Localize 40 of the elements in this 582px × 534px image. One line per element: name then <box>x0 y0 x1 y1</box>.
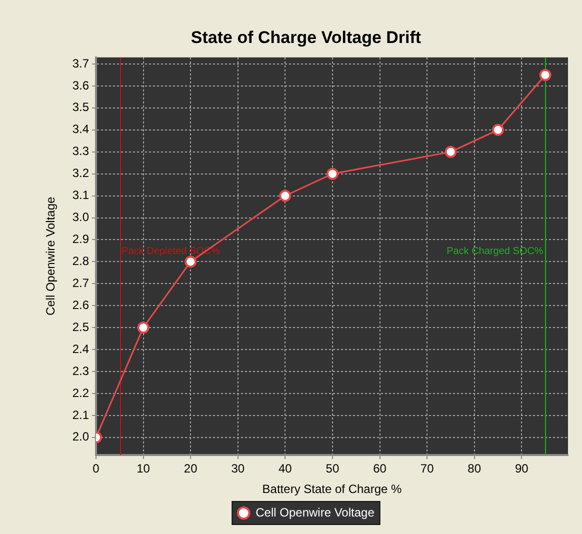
x-tick-label: 0 <box>92 462 100 476</box>
point <box>444 146 457 158</box>
y-tick-label: 2.5 <box>72 320 90 334</box>
y-tick-label: 2.3 <box>72 364 90 378</box>
point <box>539 68 552 81</box>
y-tick-label: 2.0 <box>72 430 90 444</box>
x-tick-label: 10 <box>136 462 150 476</box>
y-tick-label: 2.4 <box>72 342 90 356</box>
y-tick-label: 3.1 <box>72 188 90 202</box>
point <box>279 190 292 202</box>
point <box>326 168 338 180</box>
x-tick-label: 70 <box>420 462 434 476</box>
x-tick-label: 60 <box>373 462 387 476</box>
y-tick-label: 2.7 <box>72 276 90 290</box>
x-tick-label: 90 <box>514 462 529 476</box>
y-tick-label: 2.6 <box>72 298 90 312</box>
y-tick-label: 2.1 <box>72 408 90 422</box>
chart-title: State of Charge Voltage Drift <box>190 28 422 47</box>
x-tick-label: 50 <box>326 462 340 476</box>
y-tick-label: 3.4 <box>72 122 90 136</box>
y-tick-label: 3.7 <box>72 56 90 70</box>
point <box>184 256 197 268</box>
y-tick-label: 2.2 <box>72 386 90 400</box>
y-tick-label: 3.2 <box>72 166 90 180</box>
y-tick-label: 2.8 <box>72 254 90 268</box>
y-tick-label: 2.9 <box>72 232 90 246</box>
x-tick-label: 30 <box>231 462 245 476</box>
y-tick-label: 3.6 <box>72 78 90 92</box>
point <box>137 322 150 334</box>
legend-label: Cell Openwire Voltage <box>256 505 375 520</box>
y-axis-title: Cell Openwire Voltage <box>44 196 58 316</box>
x-tick-label: 20 <box>184 462 198 476</box>
x-tick-label: 40 <box>278 462 292 476</box>
point <box>492 124 504 136</box>
y-tick-label: 3.3 <box>72 144 90 158</box>
ref-line-label: Pack Charged SOC% <box>446 246 544 258</box>
x-tick-label: 80 <box>468 462 482 476</box>
x-axis-title: Battery State of Charge % <box>262 482 402 496</box>
y-tick-label: 3.0 <box>72 210 90 224</box>
y-tick-label: 3.5 <box>72 100 90 114</box>
